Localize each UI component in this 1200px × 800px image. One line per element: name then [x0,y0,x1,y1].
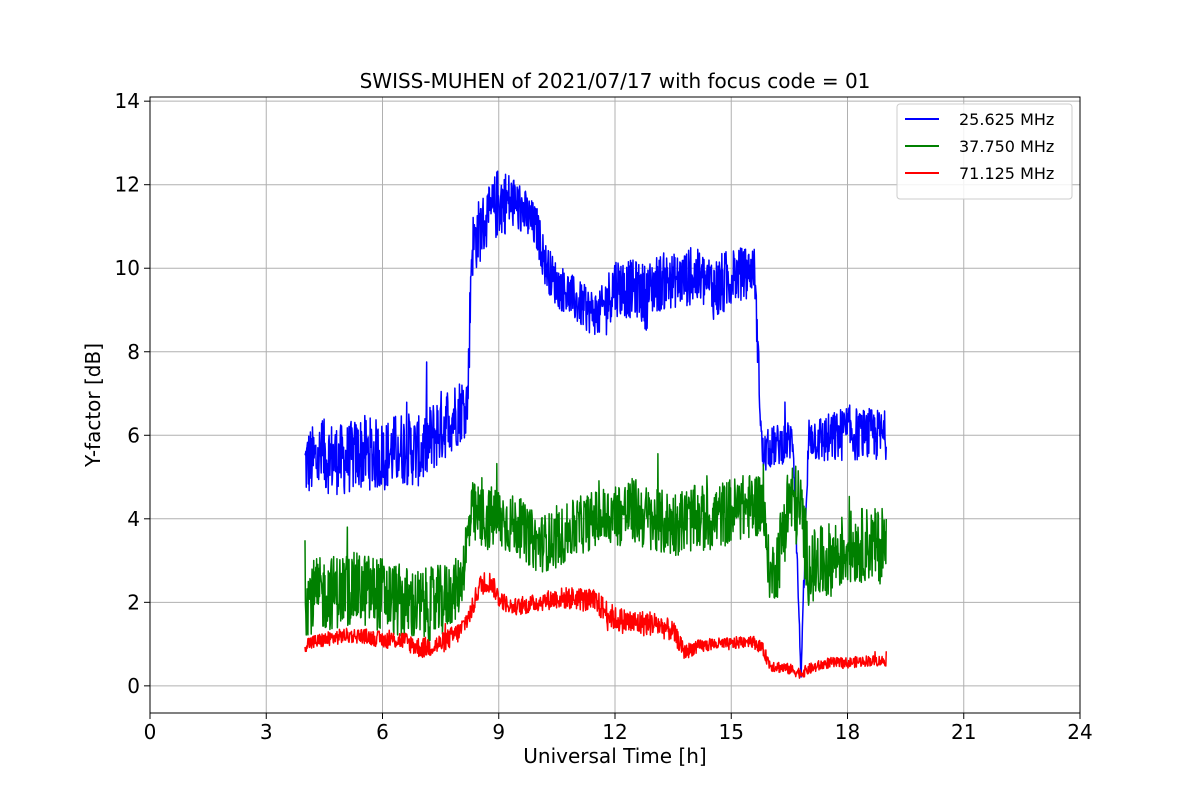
y-tick-label: 10 [115,256,140,280]
y-tick-label: 12 [115,173,140,197]
legend-label: 25.625 MHz [959,110,1054,129]
x-tick-label: 24 [1067,720,1092,744]
legend-label: 71.125 MHz [959,164,1054,183]
y-tick-label: 0 [127,674,140,698]
legend: 25.625 MHz 37.750 MHz 71.125 MHz [896,103,1073,200]
x-tick-label: 3 [260,720,273,744]
y-tick-label: 14 [115,89,140,113]
chart-title: SWISS-MUHEN of 2021/07/17 with focus cod… [360,69,871,93]
legend-box [896,103,1073,200]
x-tick-label: 18 [835,720,860,744]
series-line-3 [304,572,887,679]
y-tick-label: 6 [127,423,140,447]
x-tick-label: 9 [492,720,505,744]
x-tick-label: 21 [951,720,976,744]
series-line-2 [304,452,887,644]
y-tick-label: 4 [127,507,140,531]
legend-label: 37.750 MHz [959,137,1054,156]
y-tick-label: 2 [127,590,140,614]
y-axis-label: Y-factor [dB] [81,343,105,468]
series-layer [304,170,887,679]
x-tick-label: 15 [719,720,744,744]
x-tick-label: 0 [144,720,157,744]
y-tick-label: 8 [127,340,140,364]
series-line-1 [304,170,887,678]
x-tick-label: 12 [602,720,627,744]
x-axis-label: Universal Time [h] [523,744,706,768]
x-tick-label: 6 [376,720,389,744]
